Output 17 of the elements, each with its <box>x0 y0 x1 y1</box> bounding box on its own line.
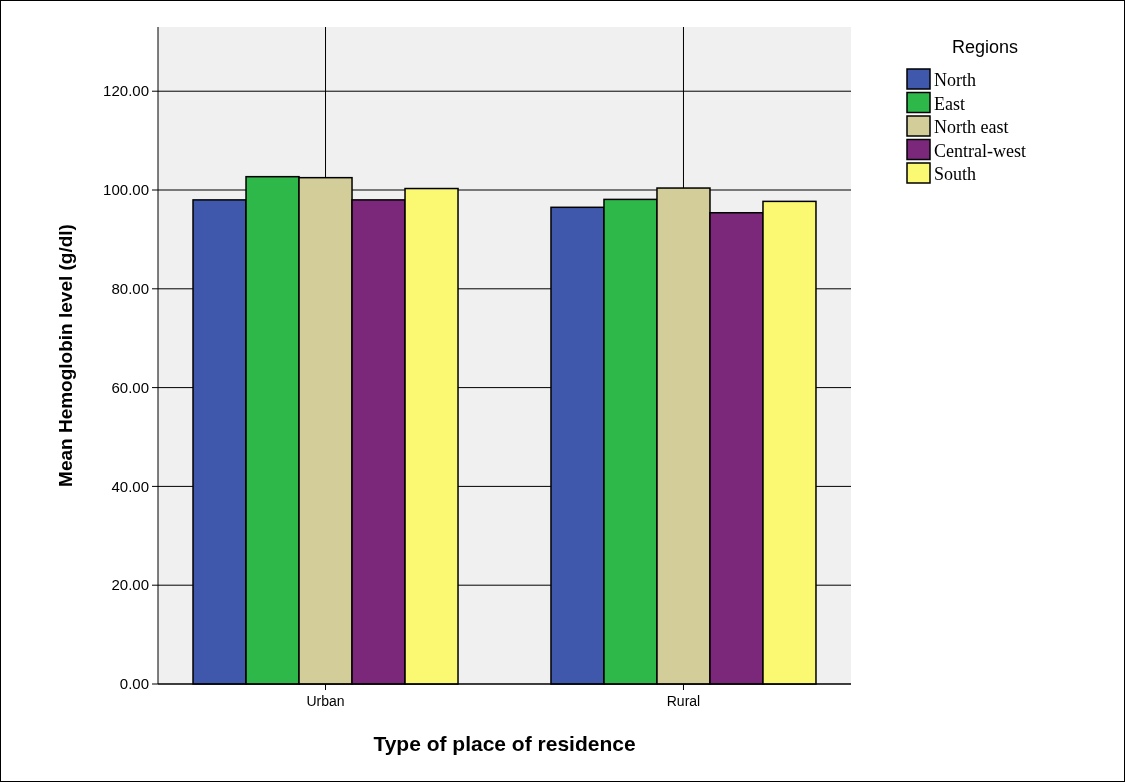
y-tick-label: 60.00 <box>111 378 149 396</box>
x-tick-label: Urban <box>306 693 345 709</box>
y-tick-label: 120.00 <box>103 82 149 100</box>
legend-label: Central-west <box>934 140 1026 161</box>
legend-label: North east <box>934 117 1009 137</box>
x-axis-title: Type of place of residence <box>373 732 636 755</box>
y-tick-label: 20.00 <box>111 576 149 594</box>
y-tick-label: 40.00 <box>111 477 149 495</box>
y-tick-label: 80.00 <box>111 280 149 298</box>
y-tick-label: 0.00 <box>119 675 149 693</box>
legend-label: East <box>934 93 965 114</box>
legend-label: South <box>934 164 977 184</box>
legend-label: North <box>934 70 976 90</box>
y-tick-label: 100.00 <box>103 181 149 199</box>
x-tick-label: Rural <box>666 693 701 709</box>
y-axis-title: Mean Hemoglobin level (g/dl) <box>55 224 76 487</box>
legend-title: Regions <box>951 37 1019 57</box>
